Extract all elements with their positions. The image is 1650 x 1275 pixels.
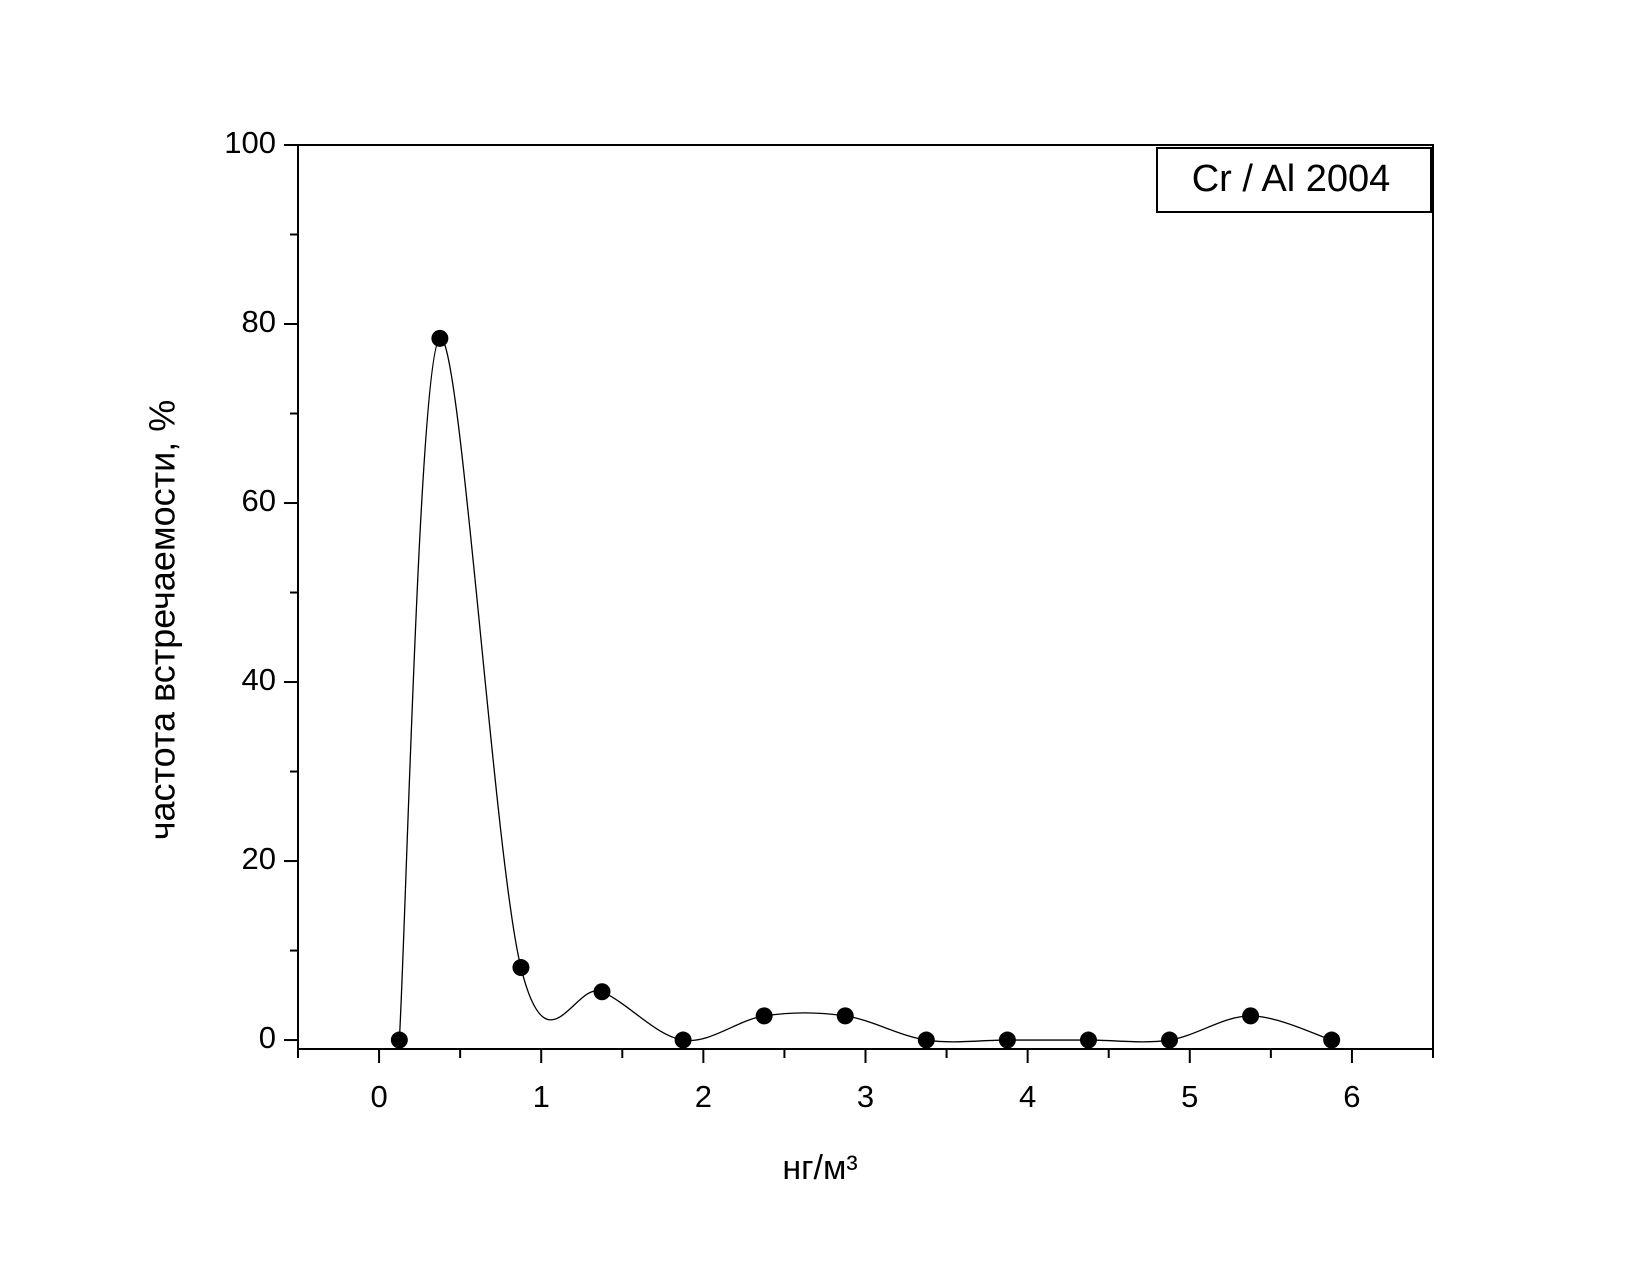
data-point [1323,1031,1341,1049]
plot-frame [297,144,1434,1050]
x-tick-label: 6 [1343,1079,1360,1114]
y-tick-label: 0 [259,1020,276,1055]
annotation-box [1156,147,1432,213]
data-point [998,1031,1016,1049]
data-point [755,1007,773,1025]
data-point [431,329,449,347]
x-tick-label: 4 [1019,1079,1036,1114]
data-point [836,1007,854,1025]
data-point [674,1031,692,1049]
y-tick-label: 20 [242,841,276,876]
x-tick-label: 0 [370,1079,387,1114]
data-point [1242,1007,1260,1025]
data-point [512,959,530,977]
y-tick-label: 80 [242,304,276,339]
data-point [1161,1031,1179,1049]
data-point [390,1031,408,1049]
y-tick-label: 100 [224,125,276,160]
annotation: Cr / Al 2004 [1192,158,1391,200]
x-axis-label: нг/м³ [782,1149,857,1187]
smooth-line [398,337,1332,1043]
y-tick-label: 40 [242,662,276,697]
data-point [1079,1031,1097,1049]
data-point [593,983,611,1001]
y-tick-label: 60 [242,483,276,518]
data-point [917,1031,935,1049]
x-tick-label: 3 [857,1079,874,1114]
x-tick-label: 1 [533,1079,550,1114]
x-tick-label: 2 [695,1079,712,1114]
y-axis-label: частота встречаемости, % [142,400,183,840]
x-tick-label: 5 [1181,1079,1198,1114]
